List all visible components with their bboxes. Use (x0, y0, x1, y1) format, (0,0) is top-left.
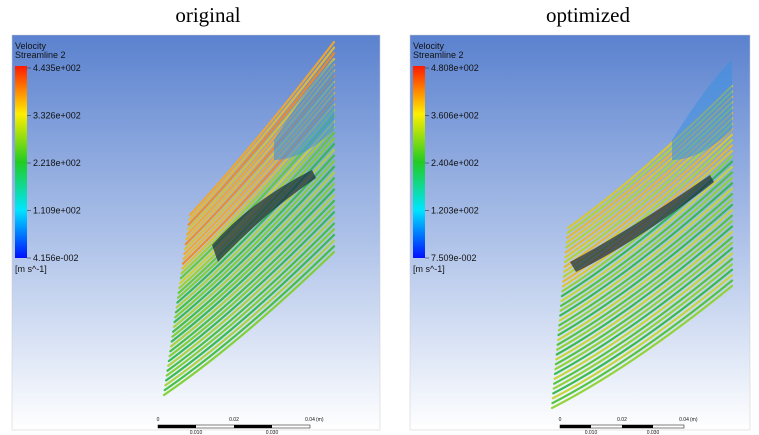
colorbar-label: 7.509e-002 (431, 253, 477, 263)
scale-label: 0.04 (305, 417, 315, 423)
scale-label: 0.030 (266, 430, 279, 435)
streamline (164, 239, 336, 387)
streamline (552, 268, 734, 395)
streamline (558, 193, 734, 327)
streamline (550, 284, 734, 410)
streamline (557, 203, 734, 337)
streamline (176, 143, 336, 304)
panel-title: optimized (546, 3, 630, 27)
streamline (555, 225, 734, 356)
streamline (563, 128, 734, 269)
legend-subtitle: Streamline 2 (15, 50, 66, 60)
streamline (165, 233, 336, 382)
streamline (557, 198, 734, 332)
streamline (554, 236, 734, 366)
streamline (552, 263, 734, 390)
streamline (170, 188, 336, 343)
scale-label: 0 (157, 417, 160, 423)
streamline (168, 205, 336, 358)
streamline (169, 199, 336, 353)
panel-title: original (175, 3, 240, 27)
streamlines (550, 84, 734, 410)
streamline (166, 222, 336, 372)
streamline (551, 274, 734, 400)
streamline (162, 250, 336, 397)
streamline (188, 46, 336, 221)
streamline (551, 279, 734, 405)
colorbar-label: 3.606e+002 (431, 111, 479, 121)
colorbar-label: 1.203e+002 (431, 206, 479, 216)
colorbar (15, 66, 27, 258)
scale-seg (622, 425, 653, 428)
legend-title: Velocity (413, 41, 445, 51)
scale-label: 0.010 (190, 430, 203, 435)
streamline (171, 182, 336, 338)
streamline (556, 220, 734, 351)
streamline (553, 257, 734, 385)
streamline (559, 176, 734, 312)
scale-label: (m) (316, 417, 324, 423)
streamline (167, 216, 336, 367)
scale-label: 0.02 (617, 417, 627, 423)
scale-label: 0.02 (229, 417, 239, 423)
streamline (558, 187, 734, 322)
streamline (556, 214, 734, 346)
colorbar-label: 4.156e-002 (33, 253, 79, 263)
legend-subtitle: Streamline 2 (413, 50, 464, 60)
streamline (169, 194, 336, 348)
vortex (274, 60, 334, 160)
vortex (672, 60, 732, 160)
colorbar-label: 2.404e+002 (431, 158, 479, 168)
colorbar (413, 66, 425, 258)
scale-seg (560, 425, 591, 428)
colorbar-label: 2.218e+002 (33, 158, 81, 168)
streamline (560, 165, 734, 303)
legend-unit: [m s^-1] (15, 264, 47, 274)
scale-label: 0 (559, 417, 562, 423)
scale-label: 0.04 (679, 417, 689, 423)
streamline (553, 247, 734, 376)
colorbar-label: 4.808e+002 (431, 63, 479, 73)
streamline (167, 211, 336, 363)
scale-seg (234, 425, 272, 428)
streamline (187, 52, 336, 226)
legend-title: Velocity (15, 41, 47, 51)
streamline (559, 171, 734, 307)
wake (212, 170, 316, 262)
scale-label: 0.010 (585, 430, 598, 435)
streamline (172, 171, 336, 328)
streamline (165, 228, 336, 377)
colorbar-label: 4.435e+002 (33, 63, 81, 73)
streamline (172, 177, 336, 333)
streamline (173, 165, 336, 324)
streamline (553, 252, 734, 380)
streamline (174, 160, 336, 319)
streamline (559, 182, 734, 317)
streamline (188, 40, 336, 217)
streamline (554, 241, 734, 371)
colorbar-label: 3.326e+002 (33, 111, 81, 121)
streamline (556, 209, 734, 341)
scale-label: (m) (690, 417, 698, 423)
scale-label: 0.030 (647, 430, 660, 435)
scale-seg (158, 425, 196, 428)
colorbar-label: 1.109e+002 (33, 206, 81, 216)
streamline (163, 245, 336, 392)
streamline (555, 230, 734, 361)
wake (570, 175, 714, 272)
legend-unit: [m s^-1] (413, 264, 445, 274)
